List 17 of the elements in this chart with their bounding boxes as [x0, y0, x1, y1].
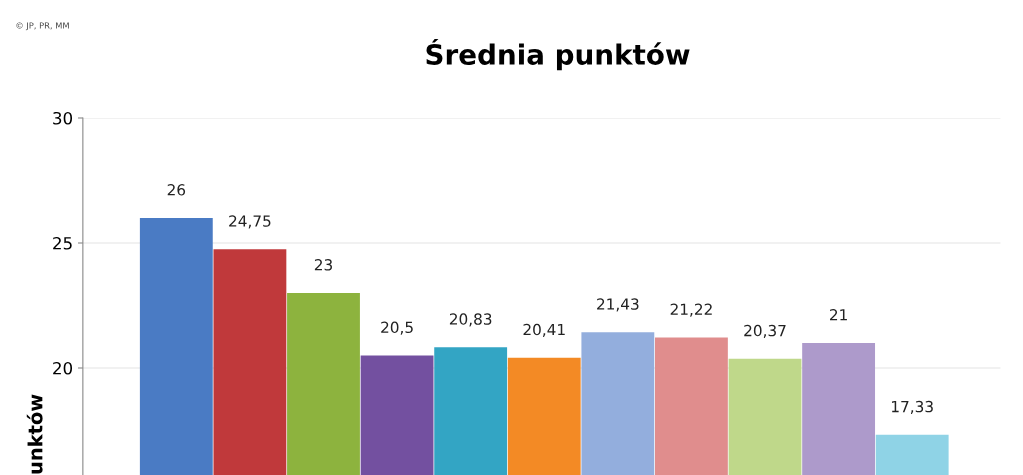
data-label: 21,22	[670, 303, 712, 317]
text: © JP, PR, MM	[16, 22, 69, 31]
data-label: 21,43	[597, 298, 639, 312]
y-tick-label: 25	[53, 236, 72, 250]
data-label: 21	[830, 309, 847, 321]
chart-title: Średnia punktów	[426, 38, 690, 71]
y-tick-label: 20	[53, 361, 73, 375]
data-label: 20,41	[523, 323, 565, 337]
data-label: 24,75	[229, 215, 271, 229]
data-label: 20,83	[449, 313, 492, 327]
data-label: 20,37	[744, 324, 786, 338]
data-label: 26	[167, 184, 186, 196]
y-tick-label: 30	[53, 111, 73, 125]
data-label: 17,33	[892, 400, 933, 414]
data-label: 23	[314, 259, 332, 271]
y-axis-title: unktów	[26, 394, 43, 474]
data-label: 20,5	[381, 321, 413, 335]
